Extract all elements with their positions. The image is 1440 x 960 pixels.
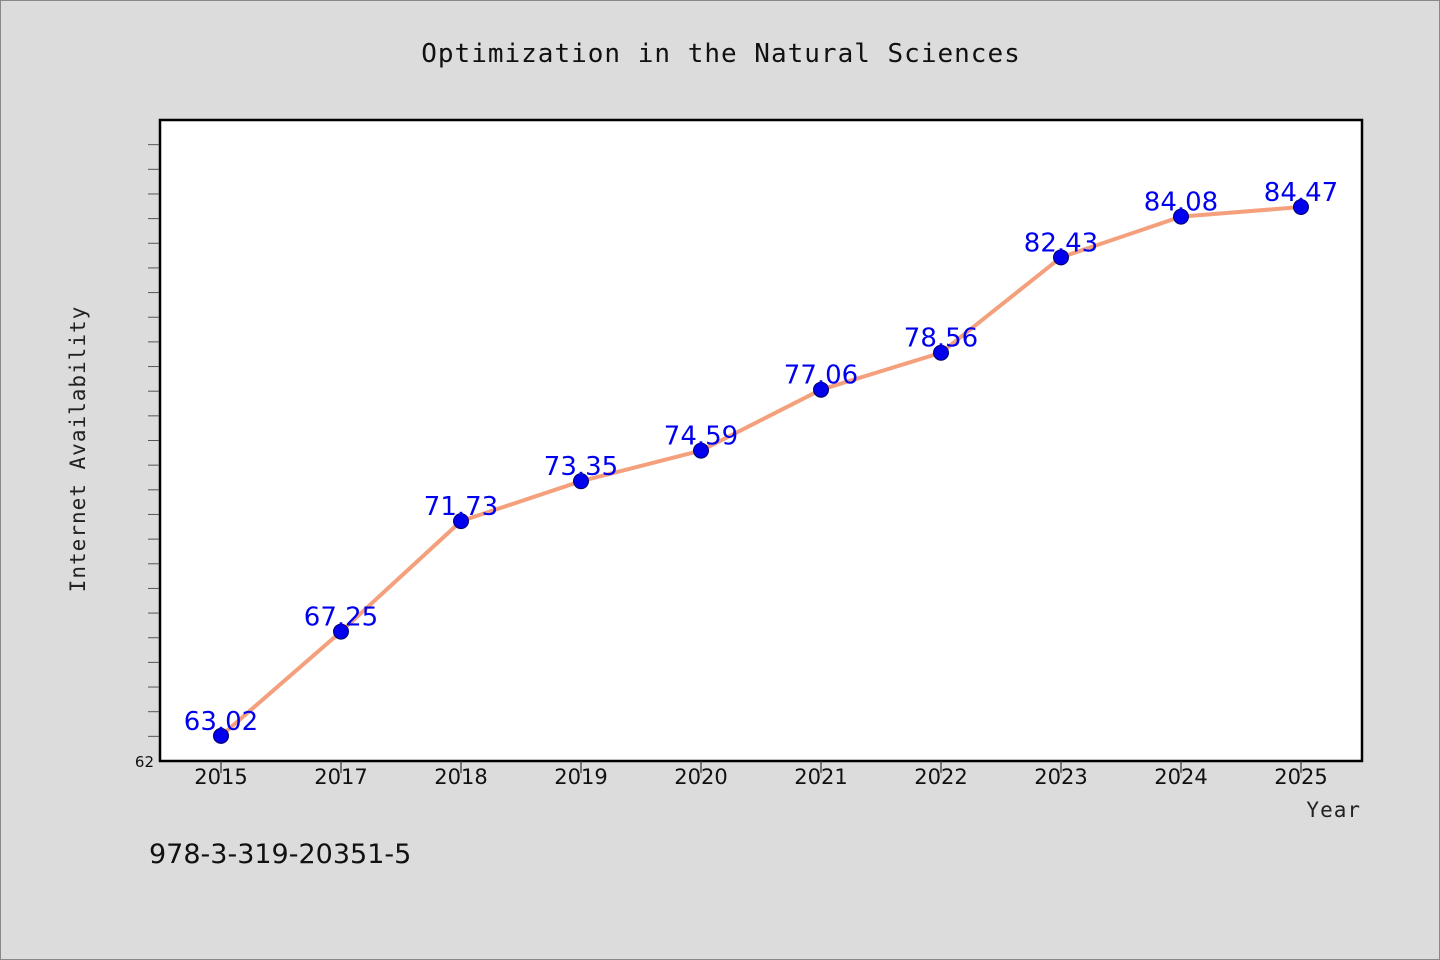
data-label: 67.25 (304, 603, 378, 633)
data-point (813, 381, 829, 398)
x-axis-label: Year (1306, 798, 1361, 822)
x-tick-label: 2019 (554, 765, 607, 789)
data-label: 84.47 (1264, 178, 1338, 208)
data-label: 82.43 (1024, 228, 1098, 258)
x-tick-label: 2018 (434, 765, 487, 789)
x-tick-label: 2024 (1154, 765, 1207, 789)
data-point (693, 442, 709, 459)
footer-text: 978-3-319-20351-5 (149, 839, 411, 870)
data-point (1053, 249, 1069, 266)
x-tick-label: 2022 (914, 765, 967, 789)
plot-area (158, 118, 1364, 763)
y-axis-label: Internet Availability (66, 306, 90, 593)
x-tick-label: 2023 (1034, 765, 1087, 789)
y-tick-label: 62 (135, 753, 154, 771)
data-point (933, 344, 949, 361)
data-point (573, 473, 589, 490)
x-tick-label: 2015 (194, 765, 247, 789)
chart-title: Optimization in the Natural Sciences (421, 39, 1021, 69)
data-markers (213, 199, 1309, 744)
data-point (213, 727, 229, 744)
data-point (1173, 208, 1189, 225)
x-tick-label: 2025 (1274, 765, 1327, 789)
data-labels: 63.02 67.25 71.73 73.35 74.59 77.06 78.56 82.43… (184, 178, 1338, 737)
x-tick-label: 2020 (674, 765, 727, 789)
data-label: 77.06 (784, 361, 858, 391)
data-point (1293, 199, 1309, 216)
y-axis-ticks: 62 (135, 144, 159, 771)
x-axis-ticks: 2015 2017 2018 2019 2020 2021 2022 2023 2024 2025 (194, 761, 1328, 789)
data-label: 73.35 (544, 452, 618, 482)
data-label: 74.59 (664, 422, 738, 452)
x-tick-label: 2021 (794, 765, 847, 789)
data-label: 84.08 (1144, 188, 1218, 218)
x-tick-label: 2017 (314, 765, 367, 789)
data-label: 78.56 (904, 324, 978, 354)
data-label: 63.02 (184, 707, 258, 737)
data-point (333, 623, 349, 640)
data-point (453, 513, 469, 530)
data-label: 71.73 (424, 492, 498, 522)
series-line (219, 205, 1303, 738)
series-line-group (219, 205, 1303, 738)
